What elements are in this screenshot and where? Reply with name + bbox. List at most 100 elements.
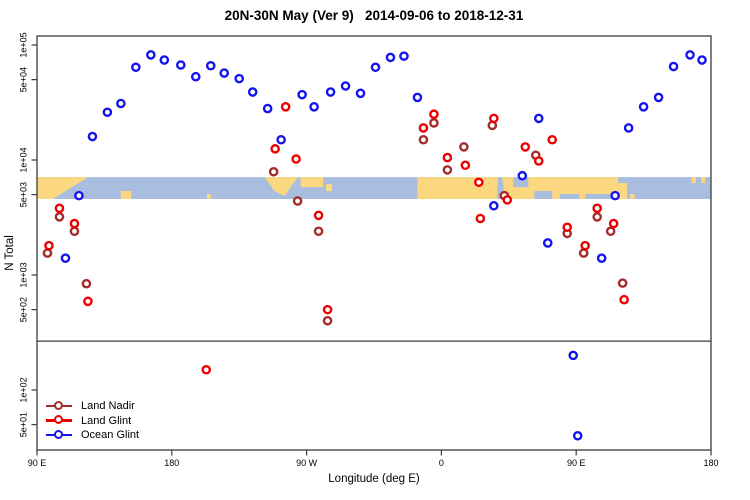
data-point-land-glint [460,160,471,171]
x-tick-label: 180 [703,458,718,468]
data-point-ocean-glint [159,55,170,65]
data-point-land-glint [280,102,291,112]
map-strip-land [326,184,333,192]
y-tick-label: 5e+03 [19,182,29,207]
data-point-land-glint [475,213,486,224]
data-point-ocean-glint [146,50,156,60]
data-point-ocean-glint [74,190,84,201]
data-point-land-glint [44,240,54,251]
data-point-ocean-glint [596,253,607,263]
chart-title: 20N-30N May (Ver 9) 2014-09-06 to 2018-1… [224,8,524,23]
legend-entry-land-nadir: Land Nadir [46,400,139,413]
data-point-ocean-glint [175,60,186,70]
data-point-land-glint [562,222,573,233]
map-strip-ocean-inset [513,177,529,188]
data-point-land-nadir [459,142,469,152]
map-strip-ocean-inset [559,194,580,200]
data-point-land-glint [83,296,93,307]
data-point-ocean-glint [234,73,244,84]
data-point-ocean-glint [517,170,528,181]
data-point-land-nadir [292,196,303,206]
data-point-ocean-glint [219,68,230,78]
data-point-land-nadir [313,226,324,237]
map-strip-land [120,191,132,200]
data-point-land-glint [270,144,280,154]
map-strip-ocean-inset [618,177,628,184]
data-point-land-nadir [578,248,589,258]
data-point-ocean-glint [309,102,319,112]
y-axis-title: N Total [4,235,16,271]
data-point-ocean-glint [340,81,351,91]
data-point-land-glint [592,203,602,214]
data-point-land-nadir [69,226,80,237]
y-tick-label: 1e+04 [19,147,29,172]
map-strip-land [417,177,628,200]
data-point-land-nadir [592,212,602,222]
map-strip-land [300,177,324,188]
legend-label: Land Glint [81,414,132,427]
data-point-land-glint [69,218,80,229]
data-point-land-glint [54,203,65,214]
data-point-ocean-glint [653,92,664,103]
x-tick-label: 90 E [567,458,586,468]
map-strip-land [691,177,697,184]
map-strip-land [37,177,88,200]
legend-label: Land Nadir [81,400,135,413]
legend-entry-ocean-glint: Ocean Glint [46,429,139,442]
data-point-land-nadir [54,212,65,222]
x-tick-label: 90 E [28,458,47,468]
legend-entry-land-glint: Land Glint [46,415,139,428]
y-tick-label: 5e+02 [19,297,29,322]
y-tick-label: 1e+03 [19,262,29,287]
data-point-land-glint [489,113,499,124]
data-point-ocean-glint [325,87,336,97]
data-point-land-nadir [268,166,279,177]
x-axis-title: Longitude (deg E) [328,473,420,485]
data-point-ocean-glint [412,92,423,103]
data-point-land-glint [580,240,590,251]
data-point-ocean-glint [385,52,396,63]
data-point-land-glint [502,195,513,205]
plot-box [36,35,712,451]
map-strip-land [206,194,211,200]
x-tick-label: 180 [164,458,179,468]
map-strip-ocean-inset [534,191,553,200]
data-point-land-glint [313,210,324,221]
data-point-ocean-glint [638,102,649,112]
data-point-land-glint [201,364,212,375]
data-point-ocean-glint [399,51,409,61]
data-point-ocean-glint [102,107,113,118]
data-point-ocean-glint [205,60,216,71]
data-point-land-nadir [81,278,92,289]
data-point-land-glint [442,152,453,163]
data-point-ocean-glint [276,134,286,145]
ocean-glint-marker-icon [46,429,72,440]
data-point-ocean-glint [568,350,579,361]
map-strip-land [630,194,635,200]
data-point-land-glint [418,123,429,133]
data-point-ocean-glint [697,55,707,65]
data-point-land-glint [619,294,629,305]
data-point-ocean-glint [60,253,71,263]
legend-label: Ocean Glint [81,429,140,442]
data-point-ocean-glint [116,98,126,109]
x-tick-label: 0 [439,458,444,468]
map-strip-ocean-inset [585,194,613,200]
data-point-ocean-glint [533,113,544,124]
data-point-land-glint [429,109,439,120]
data-point-land-nadir [617,278,628,288]
data-point-land-nadir [429,118,439,128]
x-tick-label: 90 W [296,458,318,468]
data-point-ocean-glint [668,61,679,72]
land-nadir-marker-icon [46,400,72,411]
land-glint-marker-icon [46,415,72,426]
data-point-ocean-glint [262,103,273,114]
data-point-land-glint [291,154,301,164]
y-tick-label: 1e+02 [19,377,29,402]
data-point-land-nadir [418,134,429,145]
data-point-land-nadir [322,315,333,326]
data-point-land-glint [547,134,558,145]
data-point-land-glint [474,177,484,188]
